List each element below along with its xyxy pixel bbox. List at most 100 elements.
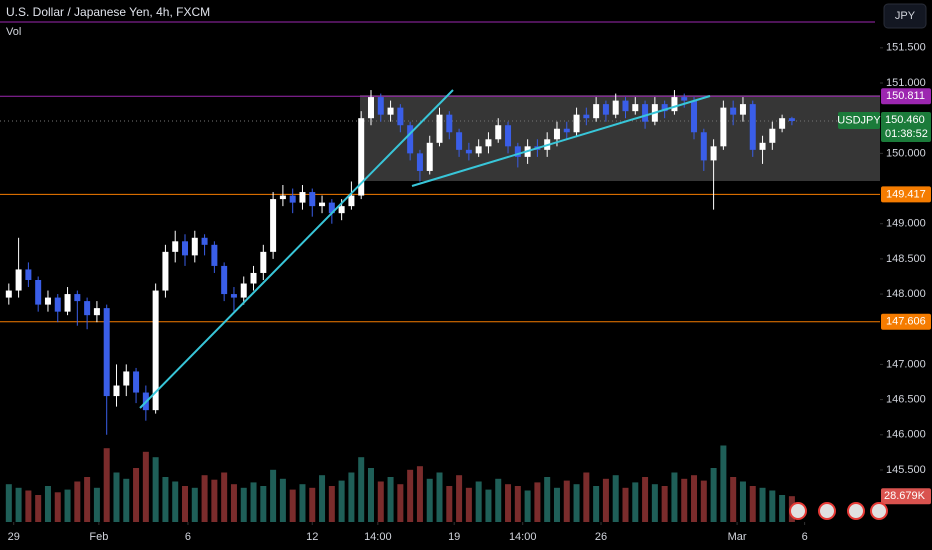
volume-bar — [661, 486, 668, 522]
x-tick-label: 14:00 — [364, 531, 392, 543]
candle-body — [505, 125, 512, 147]
event-icon[interactable] — [847, 502, 865, 520]
candle-body — [632, 104, 639, 112]
candle-body — [612, 100, 619, 115]
volume-bar — [221, 472, 228, 522]
volume-bar — [201, 475, 208, 522]
currency-label[interactable]: JPY — [895, 10, 916, 22]
y-tick-label: 148.500 — [886, 253, 926, 265]
volume-bar — [651, 484, 658, 522]
level-label: 150.811 — [886, 90, 925, 102]
volume-bar — [573, 484, 580, 522]
candle-body — [749, 104, 756, 150]
volume-bar — [534, 482, 541, 522]
y-tick-label: 149.000 — [886, 218, 926, 230]
candle-body — [221, 265, 228, 295]
candle-body — [201, 237, 208, 245]
volume-bar — [191, 487, 198, 522]
candle-body — [573, 114, 580, 133]
volume-bar — [485, 489, 492, 522]
volume-bar — [240, 487, 247, 522]
volume-bar — [475, 481, 482, 522]
candle-body — [64, 294, 71, 312]
candle-body — [338, 206, 345, 214]
candle-body — [74, 294, 81, 302]
volume-title: Vol — [6, 26, 21, 38]
candle-body — [700, 132, 707, 161]
volume-bar — [524, 490, 531, 522]
marks — [5, 90, 795, 522]
volume-bar — [250, 482, 257, 522]
volume-bar — [710, 468, 717, 522]
candle-body — [191, 237, 198, 256]
candle-body — [377, 97, 384, 115]
candle-body — [152, 290, 159, 411]
level-label: 149.417 — [886, 188, 926, 200]
volume-bar — [593, 486, 600, 522]
candle-body — [367, 97, 374, 119]
volume-bar — [142, 451, 149, 522]
volume-bar — [230, 484, 237, 522]
volume-bar — [299, 484, 306, 522]
candle-body — [788, 118, 795, 122]
volume-bar — [152, 457, 159, 522]
volume-bar — [514, 486, 521, 522]
volume-tag — [881, 488, 931, 505]
volume-bar — [387, 477, 394, 522]
candle-body — [602, 104, 609, 115]
candle-body — [475, 146, 482, 154]
candle-body — [416, 153, 423, 171]
volume-bar — [74, 481, 81, 522]
symbol-tag — [838, 112, 880, 130]
volume-bar — [279, 478, 286, 522]
candle-body — [387, 107, 394, 115]
level-tag — [881, 88, 931, 105]
currency-button[interactable] — [883, 3, 927, 29]
candle-body — [553, 128, 560, 140]
level-tag — [881, 186, 931, 203]
volume-bar — [730, 477, 737, 522]
candle-body — [426, 142, 433, 171]
candle-body — [465, 149, 472, 154]
volume-bar — [172, 481, 179, 522]
trend-line — [139, 89, 454, 409]
volume-bar — [5, 484, 12, 522]
volume-bar — [319, 475, 326, 522]
volume-bar — [759, 487, 766, 522]
volume-bar — [436, 472, 443, 522]
level-tag — [881, 313, 931, 330]
candle-body — [182, 241, 189, 256]
event-icon[interactable] — [818, 502, 836, 520]
volume-bar — [270, 469, 277, 522]
candle-body — [123, 371, 130, 386]
volume-bar — [54, 492, 61, 522]
volume-bar — [505, 484, 512, 522]
y-tick-label: 150.000 — [886, 147, 926, 159]
candle-body — [691, 100, 698, 133]
event-icon[interactable] — [870, 502, 888, 520]
candle-body — [495, 125, 502, 140]
candle-body — [583, 114, 590, 119]
candle-body — [681, 97, 688, 101]
candle-body — [769, 128, 776, 143]
volume-bar — [328, 486, 335, 522]
candle-body — [485, 139, 492, 147]
volume-bar — [465, 487, 472, 522]
volume-bar — [691, 475, 698, 522]
candle-body — [44, 297, 51, 305]
volume-bar — [289, 489, 296, 522]
x-tick-label: 12 — [306, 531, 318, 543]
volume-bar — [622, 487, 629, 522]
y-tick-label: 146.000 — [886, 429, 926, 441]
candle-body — [309, 192, 316, 207]
candle-body — [25, 269, 32, 280]
volume-bar — [64, 489, 71, 522]
volume-bar — [44, 486, 51, 522]
event-icon[interactable] — [789, 502, 807, 520]
x-tick-label: Mar — [728, 531, 747, 543]
candle-body — [35, 279, 42, 305]
volume-bar — [553, 487, 560, 522]
